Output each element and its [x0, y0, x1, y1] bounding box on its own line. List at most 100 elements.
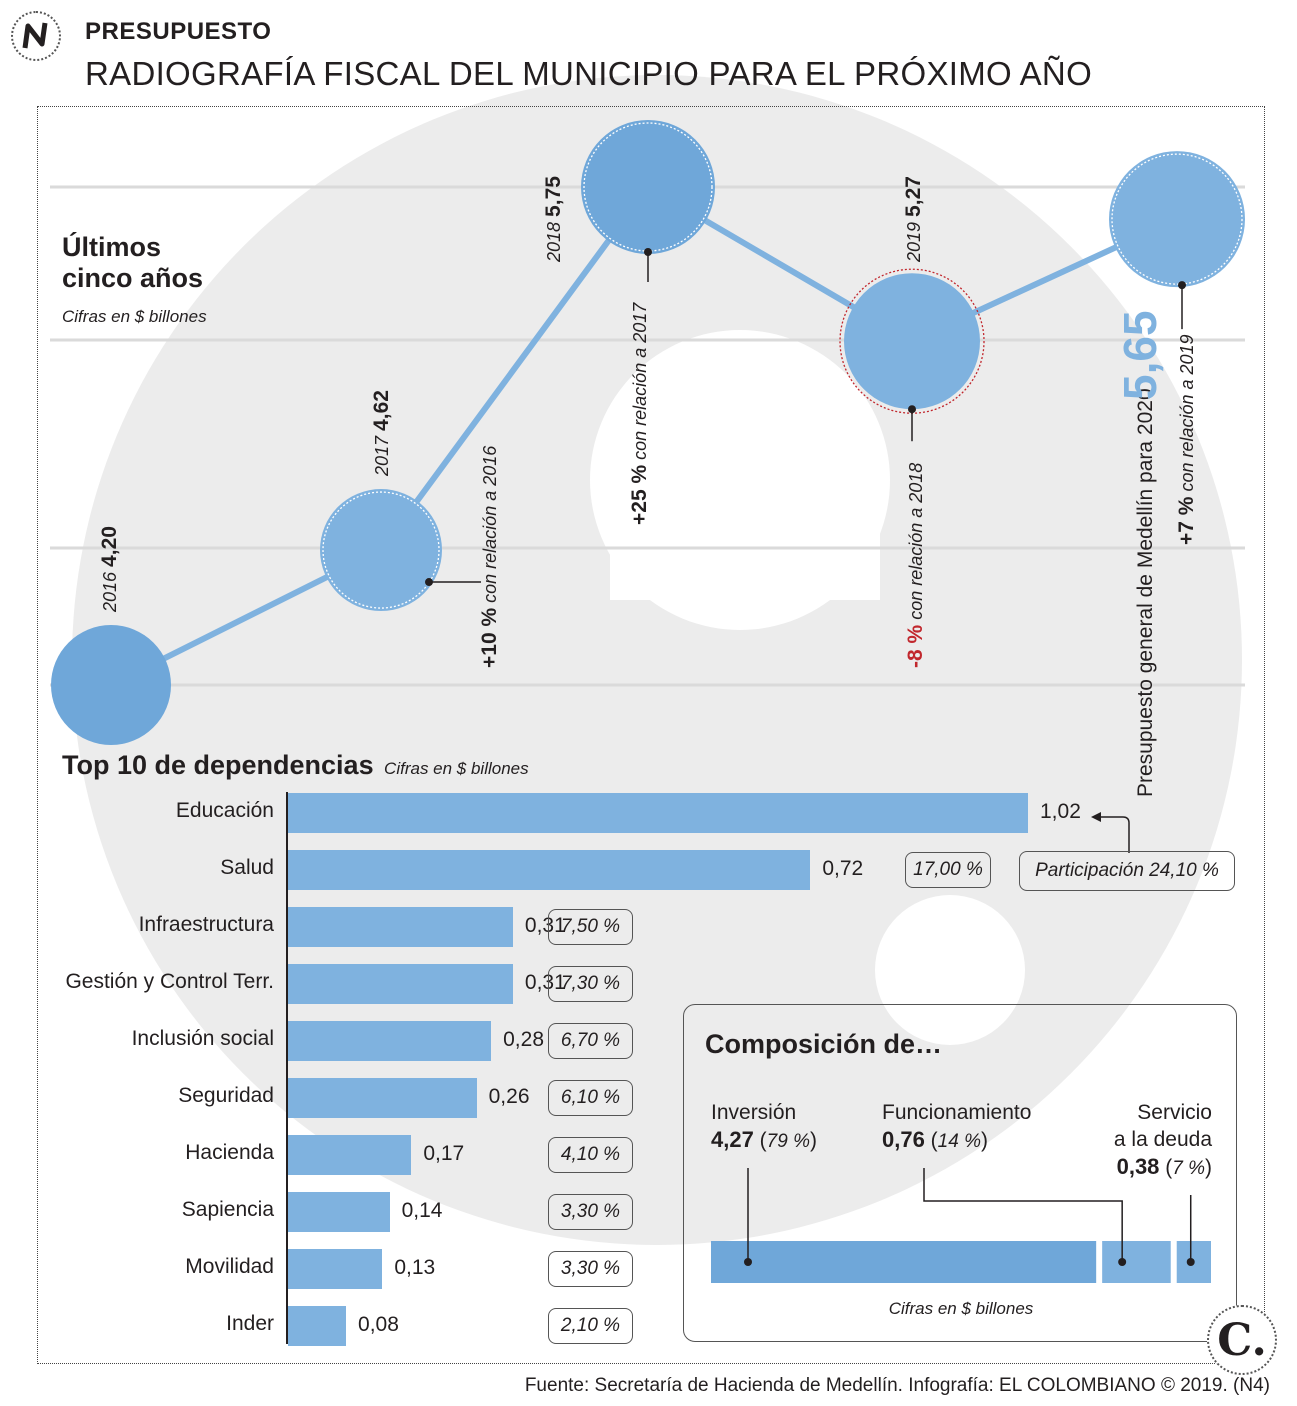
composition-item-name-2: a la deuda — [1113, 1128, 1212, 1151]
line-chart — [51, 120, 1245, 745]
change-label: -8 % con relación a 2018 — [904, 463, 928, 668]
year-value-label: 2017 4,62 — [370, 390, 394, 476]
change-text: con relación a 2017 — [630, 302, 650, 465]
share-box: 2,10 % — [548, 1308, 633, 1344]
top10-header: Top 10 de dependencias Cifras en $ billo… — [62, 750, 529, 781]
bar-value-label: 0,31 — [524, 971, 566, 994]
composition-item-value: 4,27 — [711, 1127, 754, 1152]
bar — [288, 964, 513, 1004]
composition-item-pct: 7 % — [1172, 1158, 1205, 1179]
share-box: 7,50 % — [548, 909, 633, 945]
bar-value-label: 0,08 — [358, 1313, 399, 1336]
bar — [288, 1306, 347, 1346]
bar-value-label: 0,28 — [503, 1028, 544, 1051]
el-colombiano-logo: C. — [1207, 1305, 1277, 1375]
top10-title: Top 10 de dependencias — [62, 750, 374, 780]
composition-item-deuda: Servicio a la deuda 0,38 (7 %) — [1113, 1101, 1212, 1179]
change-label: +25 % con relación a 2017 — [628, 303, 652, 525]
change-label: +10 % con relación a 2016 — [478, 446, 502, 668]
composition-title: Composición de… — [705, 1029, 943, 1059]
bar — [288, 1078, 477, 1118]
change-value: +7 % — [1175, 496, 1198, 545]
year-label: 2016 — [100, 571, 120, 612]
share-box: 6,10 % — [548, 1080, 633, 1116]
bar — [288, 907, 513, 947]
leader-dot — [908, 405, 916, 414]
participation-box: Participación 24,10 % — [1019, 851, 1235, 891]
bar — [288, 1135, 412, 1175]
year-value-label: 2019 5,27 — [902, 176, 926, 262]
bar-category-label: Inder — [226, 1312, 274, 1335]
bar-category-label: Hacienda — [185, 1141, 274, 1164]
infographic-frame — [37, 106, 1265, 1364]
bar-value-label: 0,17 — [423, 1142, 465, 1165]
bar-category-label: Seguridad — [178, 1084, 274, 1107]
budget-2020-value: 5,65 — [1113, 310, 1167, 400]
bar-category-label: Infraestructura — [138, 913, 274, 936]
bar-category-label: Salud — [220, 856, 274, 879]
composition-segment — [711, 1241, 1097, 1283]
change-value: -8 % — [904, 624, 927, 668]
bar-category-label: Movilidad — [185, 1255, 274, 1278]
bar-value-label: 0,72 — [822, 857, 864, 880]
share-box: 3,30 % — [548, 1251, 633, 1287]
composition-item-pct: 14 % — [937, 1131, 981, 1152]
top10-note: Cifras en $ billones — [384, 759, 529, 778]
bar-category-label: Sapiencia — [181, 1198, 274, 1221]
year-point-2019 — [844, 273, 980, 410]
composition-item-value: 0,38 — [1116, 1154, 1160, 1179]
composition-item-value: 0,76 — [882, 1127, 925, 1152]
leader-dot — [1118, 1258, 1127, 1266]
year-point-ring — [322, 491, 440, 609]
composition-bar — [711, 1168, 1211, 1283]
bar-value-label: 0,26 — [488, 1085, 530, 1108]
value-label: 4,62 — [370, 390, 393, 431]
change-text: con relación a 2019 — [1177, 334, 1197, 497]
five-years-title: Últimos cinco años — [62, 232, 203, 294]
composition-item-funcionamiento: Funcionamiento 0,76 (14 %) — [882, 1101, 1032, 1152]
source-note: Fuente: Secretaría de Hacienda de Medell… — [524, 1375, 1270, 1396]
year-point-2018 — [581, 120, 715, 254]
year-point-ring — [1111, 153, 1243, 285]
page-title: RADIOGRAFÍA FISCAL DEL MUNICIPIO PARA EL… — [85, 55, 1093, 92]
share-box: 7,30 % — [548, 966, 633, 1002]
share-box: 17,00 % — [905, 852, 991, 888]
value-label: 5,65 — [1114, 310, 1166, 400]
leader-dot — [425, 578, 433, 587]
bar-value-label: 0,31 — [524, 914, 566, 937]
leader-dot — [1178, 281, 1186, 290]
leader-dot — [644, 248, 652, 256]
share-box: 6,70 % — [548, 1023, 633, 1059]
composition-item-name: Inversión — [711, 1101, 797, 1124]
n-logo-icon — [11, 11, 61, 61]
change-text: con relación a 2018 — [906, 462, 926, 625]
value-label: 4,20 — [98, 526, 121, 567]
bar-category-label: Educación — [175, 799, 274, 822]
composition-box: Composición de… Inversión 4,27 (79 %) Fu… — [683, 1004, 1237, 1342]
share-box: 4,10 % — [548, 1137, 633, 1173]
share-box: 3,30 % — [548, 1194, 633, 1230]
composition-item-name: Servicio — [1137, 1101, 1212, 1124]
bar-value-label: 1,02 — [1040, 800, 1081, 823]
leader-dot — [744, 1258, 752, 1266]
year-point-2020 — [1109, 151, 1245, 288]
kicker: PRESUPUESTO — [85, 18, 272, 45]
bar — [288, 1249, 383, 1289]
value-label: 5,27 — [902, 176, 925, 217]
leader-line — [923, 1168, 1123, 1262]
bar-value-label: 0,14 — [401, 1199, 443, 1222]
year-value-label: 2018 5,75 — [542, 176, 566, 262]
bar — [288, 850, 811, 890]
year-point-2016 — [51, 625, 171, 745]
change-value: +10 % — [478, 607, 501, 668]
composition-segment — [1102, 1241, 1171, 1283]
year-label: 2017 — [372, 435, 392, 476]
year-point-2017 — [320, 489, 442, 612]
composition-item-name: Funcionamiento — [882, 1101, 1032, 1124]
bar — [288, 1021, 492, 1061]
bar-category-label: Gestión y Control Terr. — [65, 970, 274, 993]
composition-item-pct: 79 % — [766, 1131, 810, 1152]
composition-item-inversion: Inversión 4,27 (79 %) — [711, 1101, 817, 1152]
budget-2020-text: Presupuesto general de Medellín para 202… — [1134, 388, 1157, 797]
year-label: 2019 — [904, 221, 924, 262]
